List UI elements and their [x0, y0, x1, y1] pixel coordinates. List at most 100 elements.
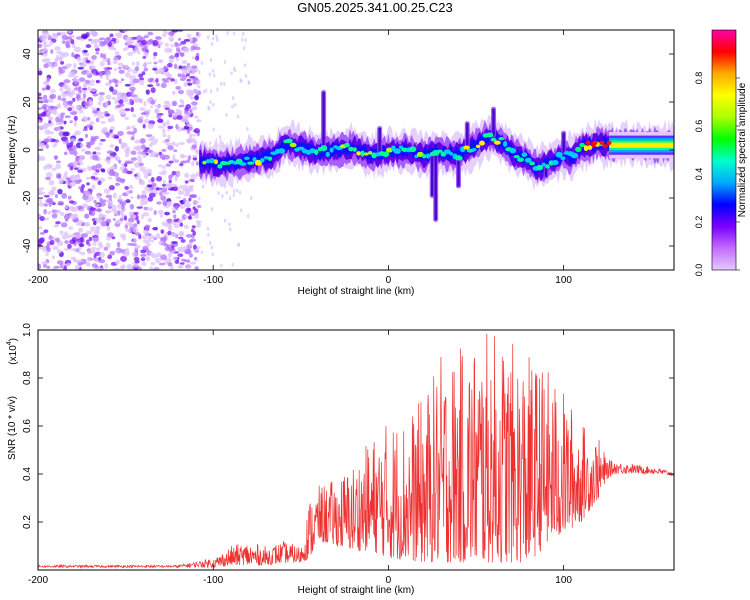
noise-dot [91, 165, 98, 171]
noise-dot [171, 250, 176, 254]
noise-dot [177, 253, 184, 257]
noise-dot [187, 155, 192, 161]
ridge-peak-max [606, 140, 612, 145]
noise-dot [67, 178, 71, 185]
noise-dot [198, 70, 201, 75]
noise-dot [154, 108, 159, 114]
snr-y-tick-label: 1.0 [22, 323, 33, 337]
noise-dot [194, 94, 199, 101]
ridge-peak [217, 164, 223, 169]
noise-dot [49, 239, 55, 246]
noise-dot [152, 227, 158, 231]
noise-dot [200, 250, 204, 255]
noise-dot [38, 70, 43, 76]
noise-dot [105, 133, 110, 138]
noise-dot [235, 188, 239, 193]
ridge-peak [422, 154, 427, 159]
noise-dot [70, 39, 75, 45]
snr-panel: -200 -100 0 100 0.2 0.4 0.6 0.8 1.0 Height of s… [6, 323, 675, 596]
noise-dot [162, 33, 167, 38]
noise-dot [146, 39, 153, 45]
noise-dot [73, 75, 79, 79]
noise-dot [105, 94, 112, 101]
noise-dot [202, 89, 206, 94]
noise-dot [61, 34, 68, 41]
noise-dot [85, 144, 91, 148]
noise-dot [53, 224, 59, 228]
noise-dot [193, 128, 201, 134]
noise-dot [76, 233, 81, 239]
noise-dot [128, 211, 134, 215]
noise-dot [69, 239, 76, 245]
noise-dot [155, 78, 159, 83]
noise-dot [87, 242, 91, 247]
noise-dot [69, 138, 77, 142]
ridge-peak-max [599, 140, 605, 145]
noise-dot [92, 154, 99, 161]
noise-dot [87, 86, 91, 91]
noise-dot [39, 48, 46, 54]
noise-dot [160, 195, 167, 201]
noise-dot [179, 77, 186, 82]
noise-dot [62, 131, 70, 137]
noise-dot [90, 135, 94, 142]
noise-dot [98, 259, 106, 264]
noise-dot [146, 61, 152, 65]
noise-dot [38, 187, 45, 191]
snr-y-tick-label: 0.2 [22, 515, 33, 529]
noise-dot [43, 194, 50, 198]
noise-dot [77, 227, 84, 233]
noise-dot [207, 35, 210, 40]
noise-dot [186, 129, 191, 134]
noise-dot [92, 109, 98, 114]
noise-dot [148, 179, 152, 184]
noise-dot [207, 105, 210, 110]
noise-dot [125, 221, 130, 225]
noise-dot [88, 38, 93, 42]
noise-dot [55, 116, 60, 123]
spectrogram-x-tick-label: 100 [555, 275, 572, 286]
noise-dot [142, 170, 147, 175]
colorbar-tick-label: 0.0 [694, 264, 704, 277]
noise-dot [63, 214, 71, 220]
noise-dot [69, 120, 73, 124]
noise-dot [212, 102, 215, 107]
noise-dot [178, 65, 183, 70]
noise-dot [54, 46, 61, 51]
noise-dot [143, 51, 149, 58]
noise-dot [136, 150, 143, 155]
noise-dot [172, 186, 179, 192]
noise-dot [212, 127, 215, 132]
noise-dot [191, 144, 197, 150]
noise-dot [122, 251, 130, 257]
noise-dot [89, 120, 95, 126]
noise-dot [89, 79, 96, 84]
ridge-peak [551, 159, 559, 165]
noise-dot [141, 189, 147, 196]
noise-dot [152, 40, 159, 46]
spectral-spike-core [322, 92, 325, 150]
noise-dot [161, 165, 166, 169]
noise-dot [201, 184, 205, 189]
noise-dot [133, 267, 138, 270]
noise-dot [38, 92, 42, 97]
noise-dot [138, 73, 144, 78]
noise-dot [243, 63, 247, 68]
noise-dot [67, 195, 72, 200]
noise-dot [44, 123, 52, 127]
noise-dot [38, 43, 43, 48]
noise-dot [38, 237, 45, 244]
noise-dot [74, 266, 78, 270]
snr-y-tick-label: 0.6 [22, 419, 33, 433]
noise-dot [81, 233, 89, 238]
noise-dot [180, 73, 186, 78]
noise-dot [102, 53, 107, 59]
noise-dot [159, 188, 163, 193]
noise-dot [164, 42, 169, 47]
noise-dot [142, 123, 146, 129]
noise-dot [109, 155, 114, 160]
noise-dot [83, 222, 88, 226]
noise-dot [188, 178, 195, 182]
noise-dot [188, 253, 193, 258]
noise-dot [106, 150, 114, 155]
